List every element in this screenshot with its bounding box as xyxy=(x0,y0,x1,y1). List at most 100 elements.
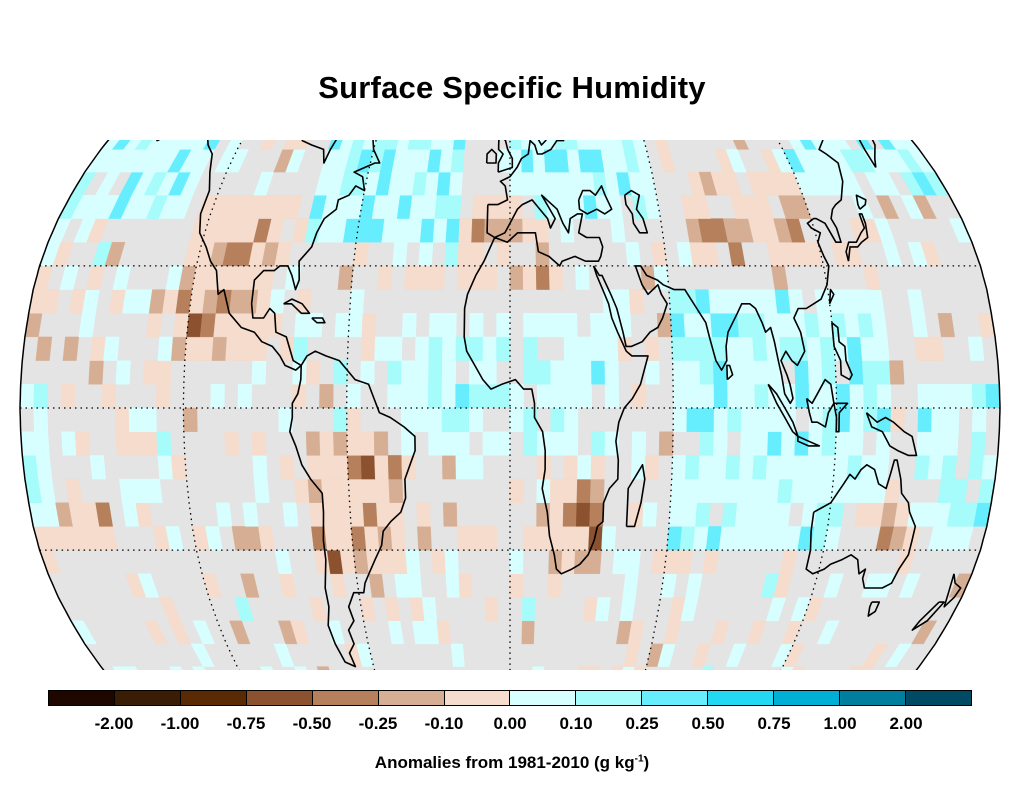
anomaly-cell xyxy=(428,407,443,432)
anomaly-cell xyxy=(88,360,104,385)
anomaly-cell xyxy=(509,407,524,432)
anomaly-cell xyxy=(379,549,395,574)
anomaly-cell xyxy=(889,360,905,385)
colorbar-swatch xyxy=(114,691,181,705)
anomaly-cell xyxy=(156,431,172,456)
anomaly-cell xyxy=(734,502,751,527)
anomaly-cell xyxy=(589,478,605,503)
anomaly-cell xyxy=(441,407,456,432)
anomaly-cell xyxy=(418,241,434,267)
anomaly-cell xyxy=(545,171,560,196)
colorbar-swatch xyxy=(180,691,247,705)
anomaly-cell xyxy=(171,336,187,361)
anomaly-cell xyxy=(326,620,345,645)
anomaly-cell xyxy=(550,407,565,432)
anomaly-cell xyxy=(740,384,756,409)
anomaly-cell xyxy=(671,455,687,480)
anomaly-cell xyxy=(898,573,921,598)
anomaly-cell xyxy=(721,289,738,314)
anomaly-cell xyxy=(628,502,644,527)
anomaly-cell xyxy=(711,455,728,480)
anomaly-cell xyxy=(929,431,946,456)
coastline xyxy=(865,412,918,457)
anomaly-cell xyxy=(684,336,700,361)
anomaly-cell xyxy=(629,666,647,670)
anomaly-cell xyxy=(482,336,497,361)
anomaly-cell xyxy=(835,384,851,409)
anomaly-cell xyxy=(958,384,974,409)
anomaly-cell xyxy=(884,478,902,503)
coastline xyxy=(485,148,498,164)
anomaly-cell xyxy=(431,549,447,574)
anomaly-cell xyxy=(471,218,486,243)
anomaly-cell xyxy=(686,384,701,409)
anomaly-cell xyxy=(307,313,324,338)
anomaly-cell xyxy=(860,336,877,361)
anomaly-cell xyxy=(521,149,534,173)
anomaly-cell xyxy=(225,336,241,361)
anomaly-cell xyxy=(61,431,77,456)
anomaly-cell xyxy=(320,455,336,480)
anomaly-cell xyxy=(535,526,550,551)
anomaly-cell xyxy=(251,431,267,456)
map-title: Surface Specific Humidity xyxy=(318,70,706,105)
anomaly-cell xyxy=(911,620,938,645)
anomaly-cell xyxy=(65,478,83,503)
anomaly-cell xyxy=(740,407,756,432)
anomaly-cell xyxy=(761,502,778,527)
anomaly-cell xyxy=(536,360,552,385)
anomaly-cell xyxy=(447,195,462,219)
colorbar-tick-label: 1.00 xyxy=(823,714,857,733)
anomaly-cell xyxy=(792,455,809,480)
anomaly-cell xyxy=(754,384,769,409)
anomaly-cell xyxy=(821,431,837,456)
anomaly-cell xyxy=(696,478,713,503)
anomaly-cell xyxy=(726,360,742,385)
anomaly-cell xyxy=(753,360,769,385)
anomaly-cell xyxy=(407,573,423,598)
anomaly-cell xyxy=(944,384,960,409)
anomaly-cell xyxy=(548,265,564,290)
anomaly-cell xyxy=(387,336,403,361)
anomaly-cell xyxy=(394,573,410,598)
anomaly-cell xyxy=(482,431,497,456)
coastline xyxy=(592,140,859,405)
anomaly-cell xyxy=(792,336,809,361)
anomaly-cell xyxy=(725,455,741,480)
anomaly-cell xyxy=(452,140,467,150)
anomaly-cell xyxy=(409,597,425,621)
anomaly-cell xyxy=(377,265,393,290)
coastline xyxy=(831,322,853,381)
anomaly-cell xyxy=(324,526,341,551)
anomaly-cell xyxy=(376,502,392,527)
anomaly-cell xyxy=(601,526,617,551)
anomaly-cell xyxy=(576,478,592,503)
anomaly-cell xyxy=(806,455,822,480)
anomaly-cell xyxy=(521,171,535,196)
anomaly-cell xyxy=(612,549,628,574)
anomaly-cell xyxy=(349,502,365,527)
anomaly-cell xyxy=(681,502,698,527)
anomaly-cell xyxy=(876,384,892,409)
anomaly-cell xyxy=(670,478,686,503)
anomaly-cell xyxy=(400,384,416,409)
anomaly-cell xyxy=(436,171,452,196)
anomaly-cell xyxy=(455,384,470,409)
anomaly-cell xyxy=(483,265,498,290)
anomaly-cell xyxy=(360,455,376,480)
colorbar-swatch xyxy=(774,691,841,705)
anomaly-cell xyxy=(536,313,551,338)
anomaly-cell xyxy=(595,597,611,621)
anomaly-cell xyxy=(873,218,896,243)
anomaly-cell xyxy=(183,407,198,432)
anomaly-cell xyxy=(442,455,457,480)
anomaly-cell xyxy=(229,620,251,645)
anomaly-cell xyxy=(632,384,647,409)
anomaly-cell xyxy=(781,666,806,670)
anomaly-cell xyxy=(563,431,579,456)
anomaly-cell xyxy=(884,643,912,667)
coastline xyxy=(463,194,649,575)
coastline xyxy=(856,140,877,168)
anomaly-cell xyxy=(683,478,699,503)
anomaly-cell xyxy=(434,195,450,219)
